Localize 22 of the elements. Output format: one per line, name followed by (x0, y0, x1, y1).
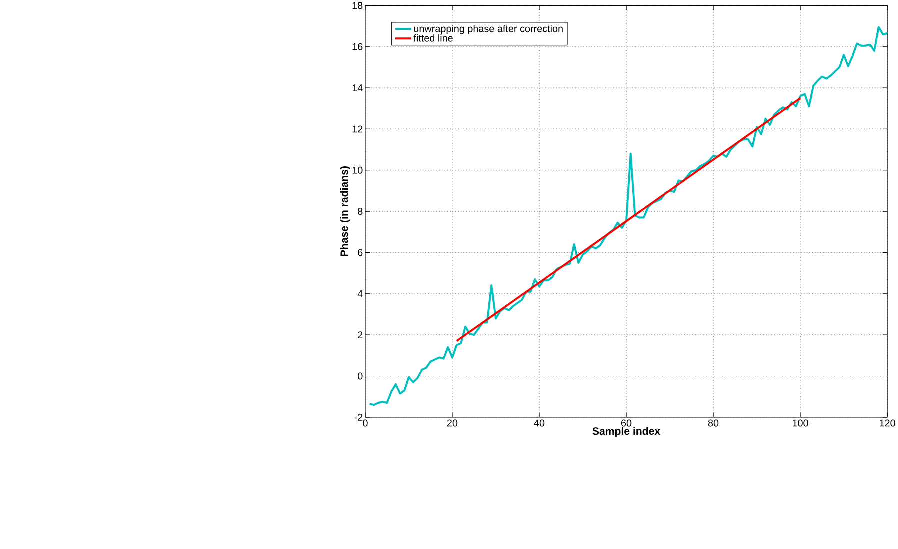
x-tick-label: 100 (793, 420, 808, 427)
y-tick-label: 12 (352, 126, 363, 133)
y-tick-label: 2 (358, 332, 363, 338)
y-axis-title: Phase (in radians) (340, 166, 350, 256)
y-tick-label: 14 (352, 84, 363, 92)
y-tick-label: 16 (352, 43, 363, 50)
x-tick-label: 20 (447, 420, 458, 427)
y-tick-label: 10 (352, 166, 363, 174)
x-axis-title: Sample index (592, 427, 660, 438)
y-tick-label: 8 (358, 208, 363, 215)
x-tick-label: 120 (880, 420, 896, 427)
y-tick-label: 18 (352, 2, 363, 10)
y-tick-label: 4 (358, 290, 363, 298)
y-tick-label: 6 (358, 249, 363, 256)
y-tick-label: -2 (354, 414, 363, 421)
x-tick-label: 60 (621, 420, 632, 427)
x-tick-label: 40 (534, 420, 545, 427)
y-tick-label: 0 (358, 372, 363, 380)
x-tick-label: 80 (708, 420, 719, 427)
legend-label: unwrapping phase after correction (414, 24, 563, 34)
legend-label: fitted line (414, 34, 453, 42)
x-tick-label: 0 (363, 420, 368, 427)
